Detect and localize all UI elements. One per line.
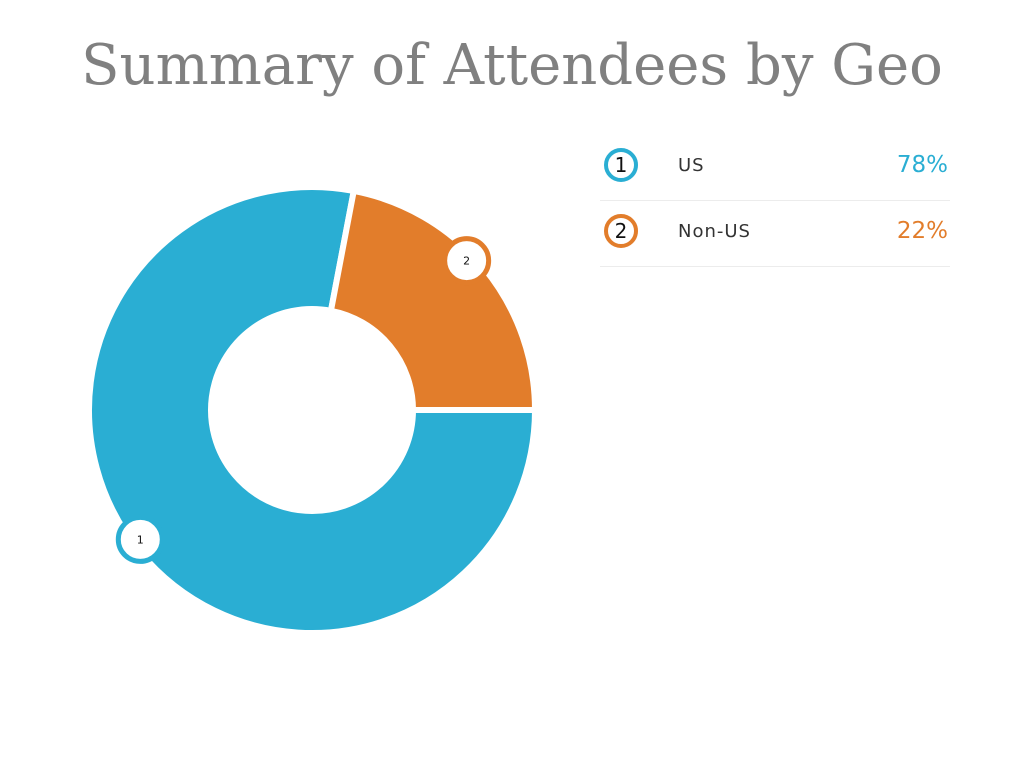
slice-marker-2: 2 (442, 236, 492, 286)
legend-item-us[interactable]: 1 US 78% (600, 135, 950, 201)
legend-marker-1: 1 (604, 148, 638, 182)
legend-value-non-us: 22% (896, 218, 948, 244)
legend-value-us: 78% (896, 152, 948, 178)
legend-label-non-us: Non-US (678, 221, 751, 242)
page-title: Summary of Attendees by Geo (81, 33, 943, 98)
slice-marker-label: 1 (137, 533, 144, 546)
legend: 1 US 78% 2 Non-US 22% (600, 135, 950, 267)
slice-markers: 12 (115, 236, 492, 564)
donut-slices (86, 184, 539, 636)
slice-marker-label: 2 (463, 255, 470, 268)
slice-non-us[interactable] (327, 187, 539, 413)
legend-marker-2: 2 (604, 214, 638, 248)
legend-item-non-us[interactable]: 2 Non-US 22% (600, 201, 950, 267)
legend-label-us: US (678, 155, 705, 176)
slice-marker-1: 1 (115, 514, 165, 564)
slice-us[interactable] (86, 184, 539, 636)
slice-marker-circle (115, 514, 165, 564)
donut-chart: 12 (86, 184, 539, 636)
slice-marker-circle (442, 236, 492, 286)
